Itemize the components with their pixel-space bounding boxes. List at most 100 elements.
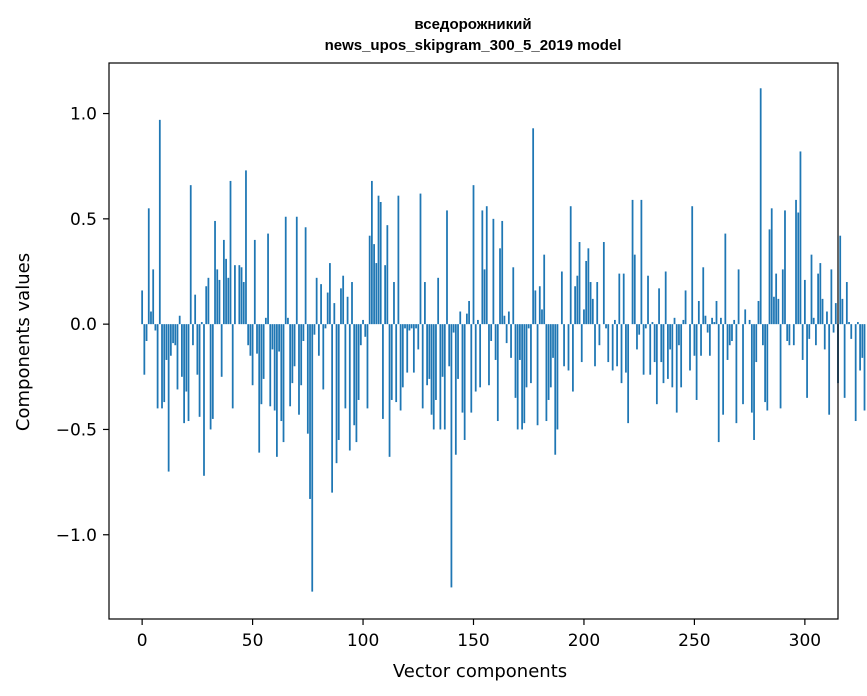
bar (669, 324, 671, 350)
bar (222, 239, 225, 325)
bar (633, 254, 636, 325)
bar (390, 324, 393, 400)
bar (373, 244, 375, 325)
bar (264, 317, 267, 325)
bar (507, 311, 510, 325)
bar (355, 324, 358, 443)
bar (267, 233, 269, 325)
bar (521, 324, 523, 430)
bar (284, 216, 287, 325)
bar (768, 229, 771, 325)
bar (841, 298, 844, 325)
bar (481, 210, 484, 325)
bar (684, 290, 687, 325)
y-tick-label: 1.0 (70, 105, 97, 125)
bar (158, 119, 161, 325)
bar (834, 303, 837, 325)
bar (379, 202, 382, 325)
bar (496, 324, 499, 422)
bar (269, 324, 272, 407)
bar (406, 324, 409, 373)
bar (530, 324, 532, 384)
bar (472, 185, 475, 325)
bar (766, 324, 769, 411)
bar (359, 324, 362, 346)
bar (803, 279, 806, 325)
chart-subtitle: news_upos_skipgram_300_5_2019 model (325, 37, 622, 54)
bar (733, 319, 736, 325)
bar (742, 324, 744, 405)
bar (704, 315, 707, 325)
bar (640, 199, 643, 325)
bar (474, 324, 477, 392)
bar (415, 324, 417, 329)
bar (410, 324, 413, 329)
y-tick-label: −0.5 (56, 420, 97, 440)
x-tick-label: 300 (789, 631, 821, 651)
bar (527, 324, 530, 329)
bar (625, 324, 627, 373)
bar (680, 324, 683, 388)
bar (313, 324, 316, 335)
bar (169, 324, 172, 356)
bar (439, 324, 442, 430)
bar (554, 324, 557, 455)
bar (695, 324, 698, 400)
bar (660, 324, 663, 363)
chart-title: вседорожникий (414, 16, 531, 33)
bar (832, 324, 835, 333)
bar (795, 199, 797, 325)
bar (311, 324, 314, 592)
bar-series (141, 88, 866, 592)
bar (647, 275, 649, 325)
bar (859, 324, 861, 371)
bar (371, 180, 373, 325)
bar (797, 212, 800, 325)
bar (326, 292, 329, 325)
bar (256, 324, 258, 354)
bar (715, 300, 718, 325)
bar (457, 324, 459, 379)
bar (744, 309, 747, 325)
bar (340, 288, 342, 325)
bar (510, 324, 512, 358)
bar (152, 269, 155, 325)
bar (417, 324, 420, 350)
bar (384, 265, 387, 325)
bar (616, 324, 618, 367)
bar (861, 324, 864, 358)
bar (227, 277, 230, 325)
bar (850, 324, 853, 339)
bar (556, 324, 559, 430)
bar (675, 324, 678, 413)
bar (304, 227, 307, 325)
bar (459, 311, 462, 325)
bar (364, 324, 367, 337)
bar (618, 273, 621, 325)
bar (788, 324, 791, 346)
bar (412, 324, 415, 373)
bar (163, 324, 166, 403)
bar (220, 324, 223, 377)
bar (249, 324, 252, 356)
bar (492, 218, 495, 325)
bar (366, 324, 369, 409)
bar (450, 324, 453, 588)
bar (247, 324, 250, 346)
bar (614, 319, 616, 325)
bar (298, 324, 300, 415)
bar (483, 269, 486, 325)
bar (583, 309, 585, 325)
bar (655, 324, 658, 405)
bar (587, 248, 590, 325)
bar (185, 324, 188, 392)
bar (397, 195, 400, 325)
bar (477, 319, 479, 325)
bar (671, 324, 674, 388)
bar (534, 290, 537, 325)
bar (735, 324, 738, 424)
bar (293, 324, 296, 367)
bar (437, 277, 440, 325)
bar (605, 324, 607, 329)
bar (461, 324, 464, 413)
